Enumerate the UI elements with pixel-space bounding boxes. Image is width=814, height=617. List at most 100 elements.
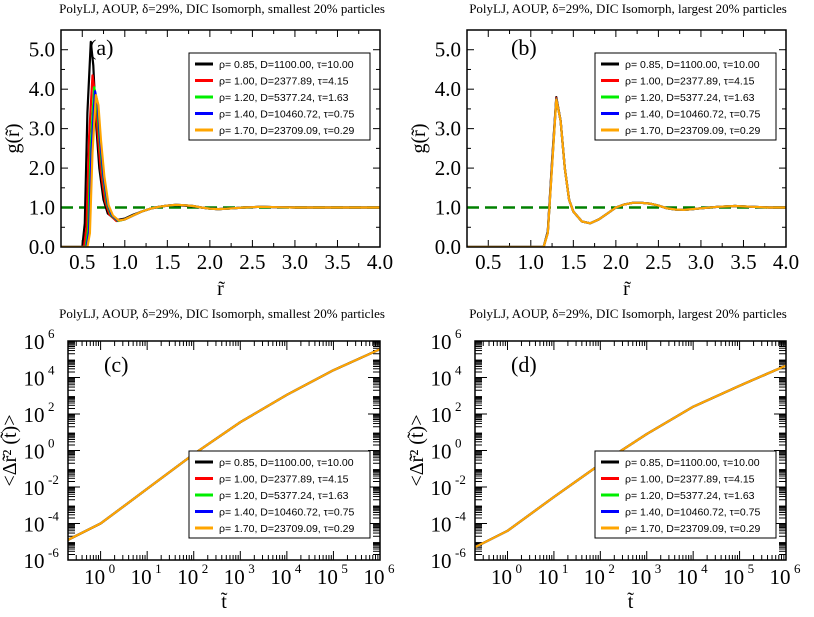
y-axis-label: <Δr̃² (t̃)> [0,415,21,487]
legend-entry-0: ρ= 0.85, D=1100.00, τ=10.00 [219,59,354,71]
x-tick-exponent: 5 [748,561,755,576]
x-tick-label: 1.5 [154,250,180,274]
y-axis-label: <Δr̃² (t̃)> [406,415,428,487]
legend-entry-2: ρ= 1.20, D=5377.24, τ=1.63 [219,490,349,502]
legend-entry-4: ρ= 1.70, D=23709.09, τ=0.29 [219,125,355,137]
x-tick-exponent: 2 [202,561,209,576]
legend-entry-4: ρ= 1.70, D=23709.09, τ=0.29 [625,523,761,535]
x-tick-label: 1.0 [518,250,544,274]
y-tick-exponent: 2 [455,399,462,414]
legend-entry-1: ρ= 1.00, D=2377.89, τ=4.15 [625,76,755,88]
y-tick-exponent: 4 [48,363,55,378]
x-tick-label: 10 [677,565,698,589]
legend: ρ= 0.85, D=1100.00, τ=10.00 ρ= 1.00, D=23… [594,450,777,539]
panel-label: (a) [89,35,113,60]
x-tick-exponent: 6 [388,561,395,576]
series-group [61,40,380,247]
y-tick-label: 3.0 [435,117,461,141]
panel-a: PolyLJ, AOUP, δ=29%, DIC Isomorph, small… [2,1,393,300]
legend-entry-0: ρ= 0.85, D=1100.00, τ=10.00 [625,457,760,469]
x-tick-label: 4.0 [367,250,393,274]
legend: ρ= 0.85, D=1100.00, τ=10.00 ρ= 1.00, D=23… [188,52,371,141]
x-tick-label: 1.5 [560,250,586,274]
legend-entry-3: ρ= 1.40, D=10460.72, τ=0.75 [625,109,761,121]
y-tick-exponent: 4 [455,363,462,378]
x-tick-label: 10 [84,565,105,589]
y-tick-label: 10 [24,403,45,427]
panel-b: PolyLJ, AOUP, δ=29%, DIC Isomorph, large… [408,1,799,300]
series-group [467,95,786,247]
x-axis-label: r̃ [217,278,225,300]
x-tick-exponent: 5 [341,561,348,576]
x-tick-exponent: 2 [608,561,615,576]
x-tick-label: 10 [584,565,605,589]
y-tick-exponent: 0 [455,436,462,451]
x-tick-exponent: 3 [248,561,255,576]
x-tick-label: 4.0 [773,250,799,274]
panel-c: PolyLJ, AOUP, δ=29%, DIC Isomorph, small… [0,306,395,613]
plot-frame [60,29,381,248]
y-tick-label: 10 [431,440,452,464]
y-tick-exponent: 6 [48,326,55,341]
y-tick-exponent: -2 [455,472,466,487]
y-tick-label: 10 [24,330,45,354]
y-tick-label: 5.0 [29,38,55,62]
y-tick-label: 10 [431,549,452,573]
y-tick-label: 3.0 [29,117,55,141]
y-tick-exponent: -4 [455,509,466,524]
x-tick-label: 10 [723,565,744,589]
legend-box [594,450,777,539]
y-tick-label: 10 [431,476,452,500]
legend-entry-4: ρ= 1.70, D=23709.09, τ=0.29 [625,125,761,137]
x-tick-label: 10 [317,565,338,589]
x-tick-exponent: 6 [794,561,801,576]
x-tick-label: 2.5 [645,250,671,274]
x-axis-label: r̃ [623,278,631,300]
panel-label: (c) [104,352,128,377]
x-tick-label: 2.0 [603,250,629,274]
x-tick-exponent: 4 [295,561,302,576]
legend-box [188,450,371,539]
legend-entry-0: ρ= 0.85, D=1100.00, τ=10.00 [219,457,354,469]
axis-ticks [474,340,787,561]
y-tick-label: 0.0 [29,235,55,259]
legend: ρ= 0.85, D=1100.00, τ=10.00 ρ= 1.00, D=23… [594,52,777,141]
x-tick-exponent: 1 [155,561,162,576]
x-tick-label: 10 [537,565,558,589]
panel-title: PolyLJ, AOUP, δ=29%, DIC Isomorph, small… [59,306,385,321]
plot-frame [474,340,787,561]
plot-frame [67,340,381,561]
x-tick-exponent: 4 [701,561,708,576]
y-tick-label: 10 [431,513,452,537]
axis-ticks [60,30,381,248]
legend-entry-4: ρ= 1.70, D=23709.09, τ=0.29 [219,523,355,535]
y-tick-exponent: 0 [48,436,55,451]
x-tick-label: 10 [177,565,198,589]
x-tick-label: 10 [491,565,512,589]
x-axis-label: t̃ [627,591,634,613]
legend-box [594,52,777,141]
panel-label: (b) [511,35,537,60]
x-tick-label: 1.0 [112,250,138,274]
legend-entry-1: ρ= 1.00, D=2377.89, τ=4.15 [219,474,349,486]
y-tick-exponent: -6 [48,545,59,560]
y-tick-label: 10 [431,330,452,354]
legend-entry-1: ρ= 1.00, D=2377.89, τ=4.15 [625,474,755,486]
y-tick-label: 10 [24,367,45,391]
x-tick-exponent: 3 [655,561,662,576]
x-tick-label: 0.5 [475,250,501,274]
series-line-4 [68,348,380,541]
series-group [475,364,786,549]
legend-entry-3: ρ= 1.40, D=10460.72, τ=0.75 [625,507,761,519]
x-tick-label: 10 [224,565,245,589]
x-tick-label: 10 [630,565,651,589]
legend-box [188,52,371,141]
legend-entry-1: ρ= 1.00, D=2377.89, τ=4.15 [219,76,349,88]
x-tick-label: 2.0 [197,250,223,274]
y-tick-label: 5.0 [435,38,461,62]
y-tick-label: 4.0 [29,77,55,101]
y-tick-label: 10 [24,440,45,464]
legend-entry-2: ρ= 1.20, D=5377.24, τ=1.63 [625,490,755,502]
y-tick-label: 2.0 [29,156,55,180]
